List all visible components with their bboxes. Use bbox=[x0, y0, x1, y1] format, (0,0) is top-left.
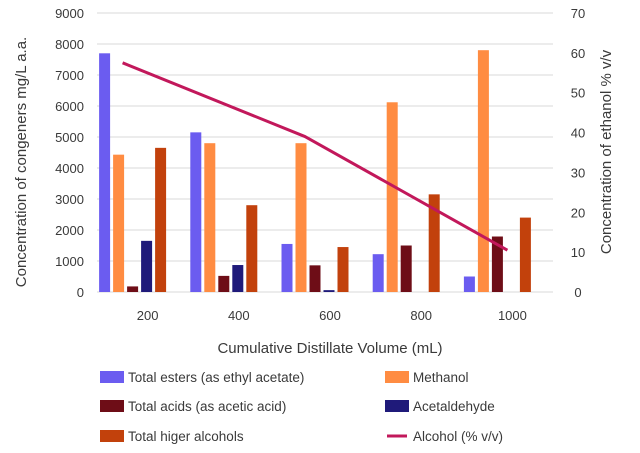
y-tick-label: 5000 bbox=[55, 130, 84, 145]
y2-tick-label: 10 bbox=[571, 245, 585, 260]
legend-label-acetaldehyde: Acetaldehyde bbox=[413, 399, 495, 414]
bar-acetaldehyde bbox=[141, 240, 153, 292]
bar-acids bbox=[491, 236, 503, 292]
legend: Total esters (as ethyl acetate) Methanol T… bbox=[100, 370, 503, 444]
x-tick-label: 600 bbox=[319, 308, 341, 323]
y2-tick-label: 50 bbox=[571, 86, 585, 101]
bar-methanol bbox=[113, 154, 125, 292]
legend-swatch-acetaldehyde bbox=[385, 400, 409, 412]
legend-label-acids: Total acids (as acetic acid) bbox=[128, 399, 286, 414]
right-axis-ticks: 0 10 20 30 40 50 60 70 bbox=[571, 6, 585, 300]
y2-axis-label: Concentration of ethanol % v/v bbox=[598, 49, 615, 254]
y-tick-label: 3000 bbox=[55, 192, 84, 207]
bar-acids bbox=[218, 275, 230, 292]
bar-methanol bbox=[477, 50, 489, 293]
left-axis-ticks: 0 1000 2000 3000 4000 5000 6000 7000 8000 9000 bbox=[55, 6, 84, 300]
y2-tick-label: 40 bbox=[571, 126, 585, 141]
legend-label-higher_alcohols: Total higer alcohols bbox=[128, 429, 244, 444]
bar-esters bbox=[463, 276, 475, 292]
bar-higher_alcohols bbox=[428, 194, 440, 292]
alcohol-line bbox=[122, 61, 509, 252]
bar-esters bbox=[190, 132, 202, 292]
legend-label-esters: Total esters (as ethyl acetate) bbox=[128, 370, 304, 385]
x-axis-ticks: 200 400 600 800 1000 bbox=[137, 308, 527, 323]
y-tick-label: 9000 bbox=[55, 6, 84, 21]
y2-tick-label: 60 bbox=[571, 46, 585, 61]
legend-swatch-esters bbox=[100, 371, 124, 383]
y2-tick-label: 0 bbox=[574, 285, 581, 300]
bar-methanol bbox=[204, 143, 216, 292]
bar-acids bbox=[400, 245, 412, 292]
bar-acids bbox=[309, 265, 321, 292]
y-tick-label: 8000 bbox=[55, 37, 84, 52]
legend-swatch-higher_alcohols bbox=[100, 430, 124, 442]
y-tick-label: 6000 bbox=[55, 99, 84, 114]
legend-swatch-methanol bbox=[385, 371, 409, 383]
y-axis-label: Concentration of congeners mg/L a.a. bbox=[13, 37, 30, 287]
bar-higher_alcohols bbox=[246, 205, 258, 292]
bar-acids bbox=[127, 286, 139, 292]
bar-esters bbox=[281, 243, 293, 292]
bar-higher_alcohols bbox=[519, 217, 531, 292]
bar-esters bbox=[372, 254, 384, 292]
y2-tick-label: 70 bbox=[571, 6, 585, 21]
y-tick-label: 7000 bbox=[55, 68, 84, 83]
legend-swatch-acids bbox=[100, 400, 124, 412]
y-tick-label: 2000 bbox=[55, 223, 84, 238]
y-tick-label: 4000 bbox=[55, 161, 84, 176]
y-tick-label: 1000 bbox=[55, 254, 84, 269]
legend-label-alcohol: Alcohol (% v/v) bbox=[413, 429, 503, 444]
grid-lines bbox=[97, 12, 553, 293]
x-tick-label: 1000 bbox=[498, 308, 527, 323]
bar-acetaldehyde bbox=[323, 290, 335, 292]
x-axis-label: Cumulative Distillate Volume (mL) bbox=[217, 340, 442, 357]
y-tick-label: 0 bbox=[77, 285, 84, 300]
x-tick-label: 800 bbox=[410, 308, 432, 323]
legend-label-methanol: Methanol bbox=[413, 370, 469, 385]
alcohol-line-series bbox=[122, 61, 509, 252]
bar-esters bbox=[99, 53, 111, 292]
bar-methanol bbox=[295, 143, 307, 292]
x-tick-label: 400 bbox=[228, 308, 250, 323]
bar-higher_alcohols bbox=[155, 147, 167, 292]
x-tick-label: 200 bbox=[137, 308, 159, 323]
y2-tick-label: 20 bbox=[571, 205, 585, 220]
bar-acetaldehyde bbox=[232, 265, 244, 292]
bar-methanol bbox=[386, 102, 398, 292]
bar-higher_alcohols bbox=[337, 247, 349, 292]
y2-tick-label: 30 bbox=[571, 165, 585, 180]
bar-series bbox=[99, 50, 531, 293]
